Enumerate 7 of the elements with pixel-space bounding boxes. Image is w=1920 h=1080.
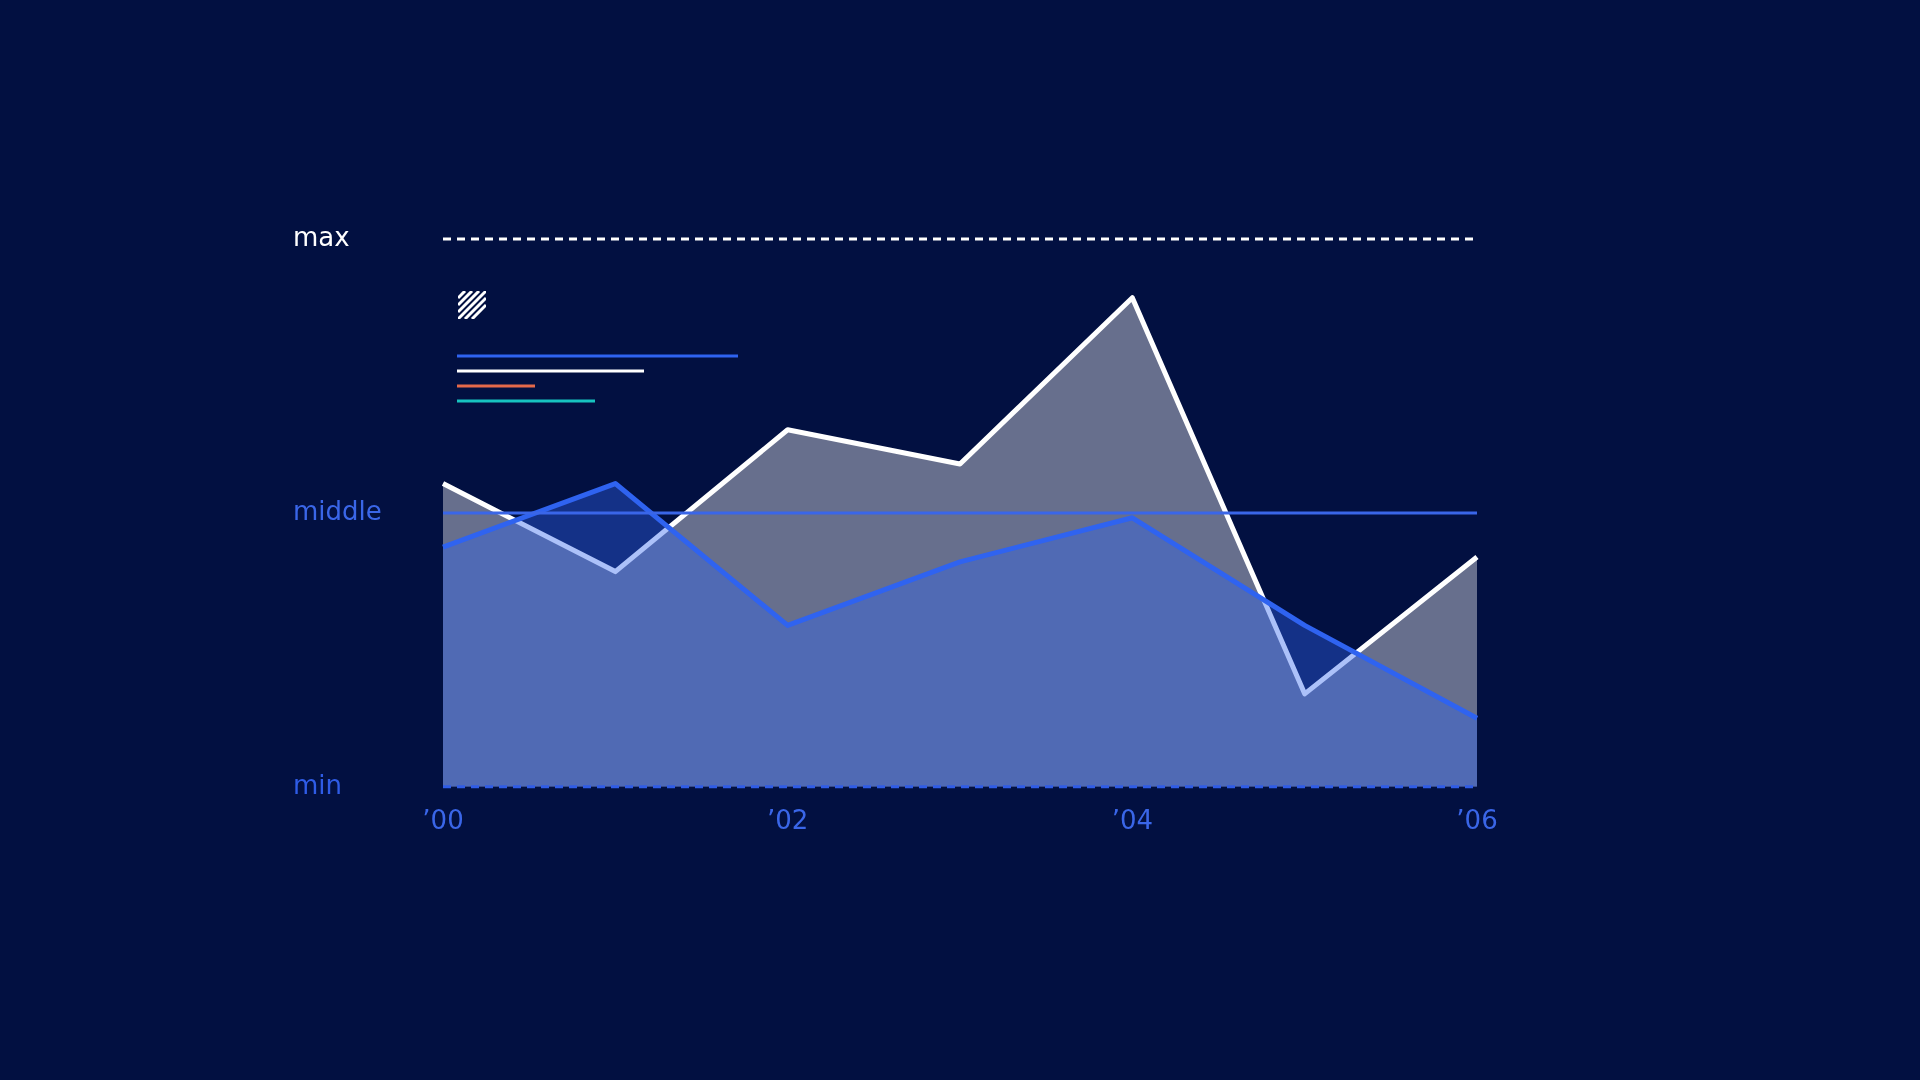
x-tick-label: ’04: [1111, 805, 1154, 836]
ref-line-label: max: [293, 221, 350, 252]
ref-line-label: min: [293, 769, 343, 800]
x-tick-label: ’06: [1456, 805, 1498, 836]
ref-line-label: middle: [293, 495, 382, 526]
x-tick-label: ’02: [766, 805, 809, 836]
x-tick-label: ’00: [422, 805, 464, 836]
